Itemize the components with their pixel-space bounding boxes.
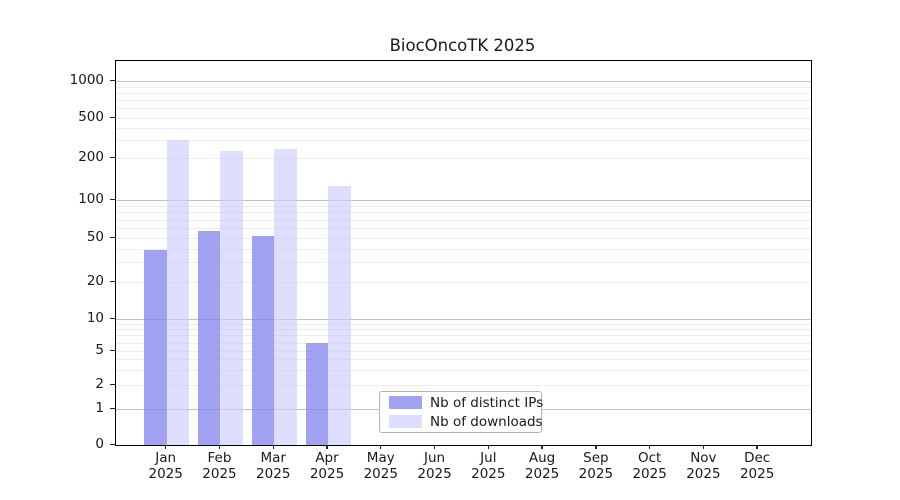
x-tick-mark <box>648 445 651 449</box>
minor-gridline <box>116 127 811 129</box>
x-tick-mark <box>380 445 382 449</box>
minor-gridline <box>116 228 811 229</box>
x-tick-label-sep: Sep 2025 <box>578 450 614 482</box>
minor-gridline <box>116 369 811 371</box>
y-tick-label: 1 <box>95 400 104 416</box>
minor-gridline <box>116 385 811 386</box>
major-gridline <box>116 81 811 82</box>
minor-gridline <box>116 219 811 221</box>
minor-gridline <box>116 329 811 331</box>
x-tick-mark <box>326 445 328 449</box>
x-tick-mark <box>433 445 436 449</box>
x-tick-label-oct: Oct 2025 <box>632 450 667 482</box>
x-tick-mark <box>702 445 705 449</box>
bar-downloads-mar <box>274 149 297 445</box>
legend: Nb of distinct IPs Nb of downloads <box>379 391 544 433</box>
bar-distinct-ips-mar <box>251 235 275 445</box>
x-tick-label-may: May 2025 <box>363 450 398 482</box>
bar-downloads-feb <box>220 150 243 445</box>
minor-gridline <box>116 212 811 214</box>
y-tick-mark <box>110 157 115 159</box>
minor-gridline <box>116 351 811 352</box>
legend-item-downloads: Nb of downloads <box>389 413 543 430</box>
bar-downloads-jan <box>166 140 190 445</box>
y-tick-mark <box>110 80 115 82</box>
minor-gridline <box>116 205 811 207</box>
major-gridline <box>116 200 811 201</box>
x-tick-mark <box>595 445 597 449</box>
x-tick-label-jun: Jun 2025 <box>417 450 452 482</box>
minor-gridline <box>116 335 811 337</box>
y-tick-label: 100 <box>78 191 104 207</box>
minor-gridline <box>116 100 811 102</box>
legend-item-distinct-ips: Nb of distinct IPs <box>389 394 544 411</box>
minor-gridline <box>116 238 811 239</box>
y-tick-mark <box>110 117 115 119</box>
minor-gridline <box>116 248 811 250</box>
x-tick-label-jul: Jul 2025 <box>471 450 506 482</box>
legend-label-downloads: Nb of downloads <box>430 413 543 430</box>
legend-swatch-distinct-ips <box>389 396 422 409</box>
minor-gridline <box>116 262 811 264</box>
x-tick-mark <box>272 445 274 449</box>
y-tick-mark <box>110 384 115 386</box>
minor-gridline <box>116 86 811 88</box>
bar-distinct-ips-feb <box>197 230 221 445</box>
minor-gridline <box>116 140 811 142</box>
plot-area: Nb of distinct IPs Nb of downloads <box>115 60 812 446</box>
y-tick-label: 500 <box>78 109 104 125</box>
y-tick-label: 20 <box>86 272 104 289</box>
bar-downloads-apr <box>328 186 351 445</box>
x-tick-label-dec: Dec 2025 <box>739 450 775 482</box>
y-tick-label: 5 <box>95 342 104 358</box>
minor-gridline <box>116 342 811 344</box>
major-gridline <box>116 319 811 320</box>
x-tick-label-jan: Jan 2025 <box>148 450 183 482</box>
x-tick-label-mar: Mar 2025 <box>256 450 291 482</box>
y-tick-label: 0 <box>95 436 104 452</box>
y-tick-mark <box>110 199 115 201</box>
legend-label-distinct-ips: Nb of distinct IPs <box>430 394 544 411</box>
bar-distinct-ips-jan <box>144 249 167 445</box>
x-tick-label-aug: Aug 2025 <box>524 450 560 482</box>
x-tick-mark <box>165 445 167 449</box>
minor-gridline <box>116 108 811 110</box>
y-tick-label: 50 <box>86 229 104 245</box>
x-tick-label-nov: Nov 2025 <box>686 450 721 482</box>
y-tick-mark <box>110 280 115 282</box>
y-tick-mark <box>110 318 115 320</box>
y-tick-label: 10 <box>86 310 104 326</box>
y-tick-mark <box>110 237 115 239</box>
y-tick-mark <box>110 408 115 410</box>
x-tick-mark <box>487 445 489 449</box>
y-tick-mark <box>110 444 115 446</box>
legend-swatch-downloads <box>389 415 422 428</box>
y-tick-label: 2 <box>95 376 104 392</box>
x-tick-label-apr: Apr 2025 <box>309 450 345 482</box>
minor-gridline <box>116 92 811 94</box>
x-tick-mark <box>541 445 543 449</box>
minor-gridline <box>116 359 811 361</box>
y-tick-label: 200 <box>78 149 104 165</box>
minor-gridline <box>116 158 811 159</box>
x-tick-mark <box>756 445 758 449</box>
minor-gridline <box>116 118 811 119</box>
y-tick-mark <box>110 350 115 352</box>
chart-title: BiocOncoTK 2025 <box>389 36 536 55</box>
x-tick-label-feb: Feb 2025 <box>202 450 237 482</box>
x-tick-mark <box>218 445 221 449</box>
minor-gridline <box>116 281 811 283</box>
y-tick-label: 1000 <box>69 72 104 88</box>
minor-gridline <box>116 323 811 325</box>
bar-distinct-ips-apr <box>305 342 328 445</box>
